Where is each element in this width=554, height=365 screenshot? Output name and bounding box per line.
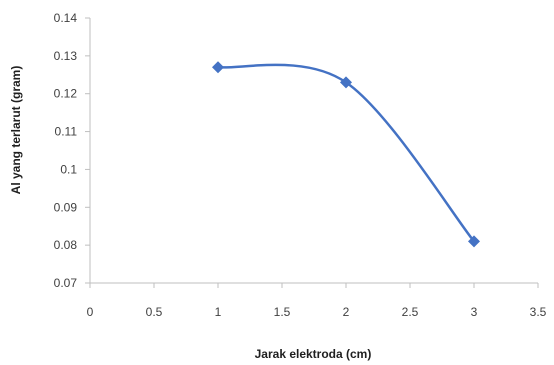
y-tick-label: 0.11: [55, 125, 78, 139]
y-axis-ticks: 0.07 0.08 0.09 0.1 0.11 0.12 0.13 0.14: [54, 11, 90, 290]
y-tick-label: 0.13: [54, 49, 78, 63]
x-tick-label: 2.5: [402, 305, 419, 319]
y-tick-label: 0.07: [54, 276, 78, 290]
x-tick-label: 2: [343, 305, 350, 319]
axes: [89, 18, 538, 284]
series-line: [216, 63, 476, 243]
data-point-marker: [340, 76, 352, 89]
y-tick-label: 0.1: [60, 162, 77, 176]
series-layer: [212, 61, 480, 248]
x-tick-label: 3: [471, 305, 478, 319]
x-tick-label: 1.5: [274, 305, 291, 319]
data-point-marker: [212, 61, 224, 74]
x-tick-label: 0.5: [146, 305, 163, 319]
y-tick-label: 0.14: [54, 11, 78, 25]
x-axis-ticks: 0 0.5 1 1.5 2 2.5 3 3.5: [87, 283, 547, 319]
x-axis-title: Jarak elektroda (cm): [255, 347, 372, 361]
y-tick-label: 0.12: [54, 87, 78, 101]
x-tick-label: 1: [215, 305, 222, 319]
y-tick-label: 0.08: [54, 238, 78, 252]
x-tick-label: 3.5: [530, 305, 547, 319]
x-tick-label: 0: [87, 305, 94, 319]
y-tick-label: 0.09: [54, 200, 78, 214]
data-point-marker: [468, 235, 480, 248]
y-axis-title: Al yang terlarut (gram): [9, 66, 23, 195]
